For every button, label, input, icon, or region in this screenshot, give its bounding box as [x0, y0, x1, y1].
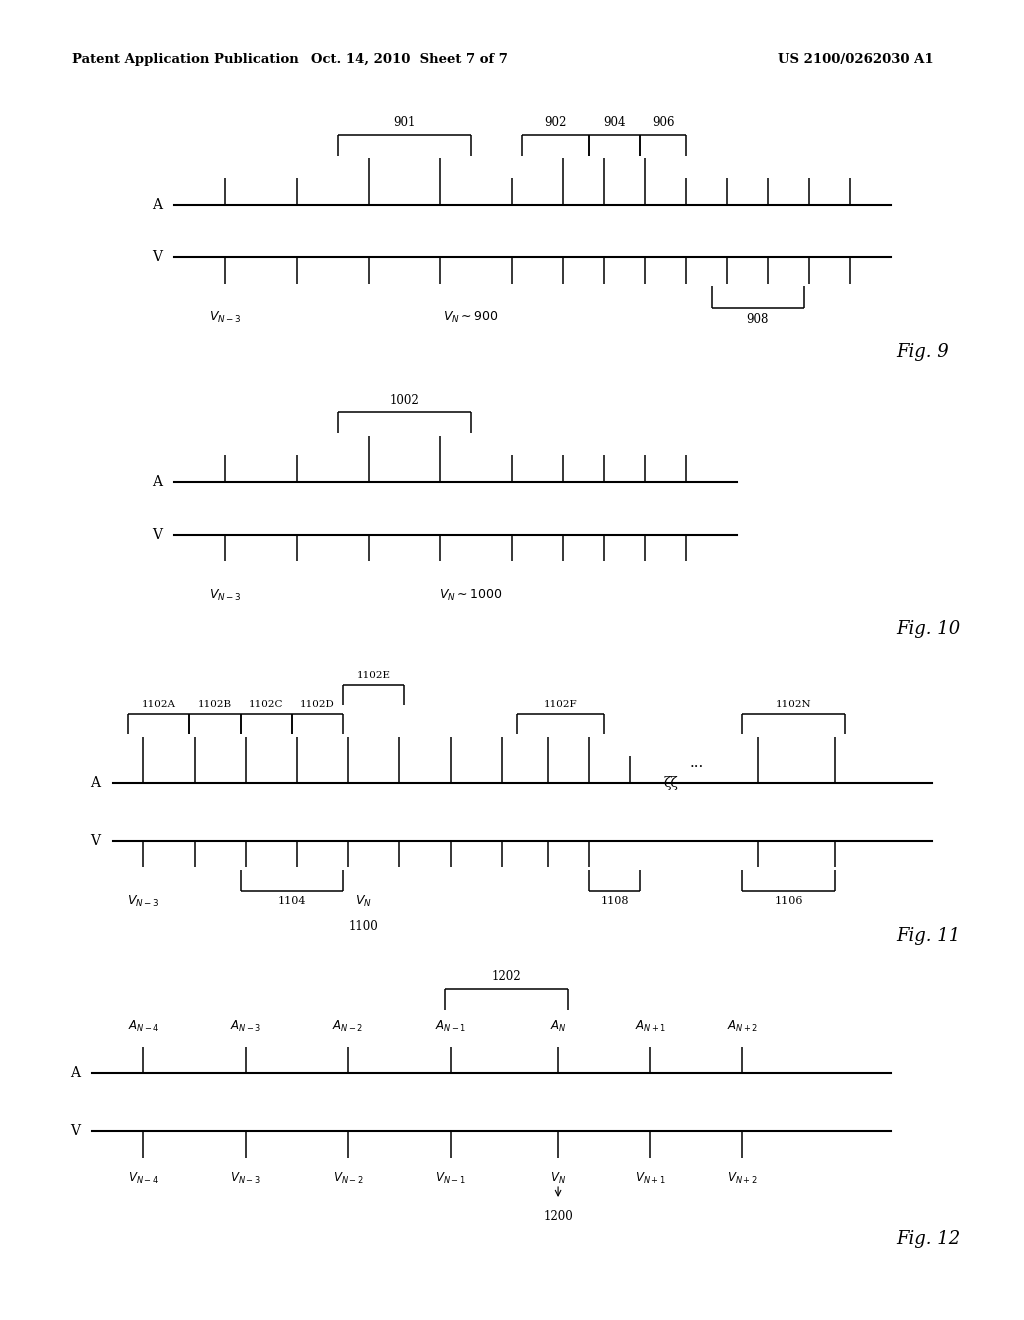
Text: $V_{N-3}$: $V_{N-3}$ [209, 587, 242, 602]
Text: Fig. 10: Fig. 10 [896, 620, 961, 639]
Text: ζζ: ζζ [664, 776, 678, 789]
Text: 1106: 1106 [774, 896, 803, 907]
Text: V: V [152, 251, 162, 264]
Text: A: A [70, 1067, 80, 1080]
Text: 1108: 1108 [600, 896, 629, 907]
Text: $V_N$: $V_N$ [550, 1171, 566, 1185]
Text: 1200: 1200 [543, 1210, 573, 1224]
Text: 1102D: 1102D [300, 700, 335, 709]
Text: $A_N$: $A_N$ [550, 1019, 566, 1034]
Text: 1202: 1202 [493, 970, 521, 983]
Text: V: V [152, 528, 162, 541]
Text: $A_{N-1}$: $A_{N-1}$ [435, 1019, 466, 1034]
Text: $A_{N-3}$: $A_{N-3}$ [230, 1019, 261, 1034]
Text: $V_{N-3}$: $V_{N-3}$ [209, 310, 242, 325]
Text: Fig. 12: Fig. 12 [896, 1230, 961, 1249]
Text: $V_{N-3}$: $V_{N-3}$ [230, 1171, 261, 1185]
Text: Fig. 9: Fig. 9 [896, 343, 949, 362]
Text: Patent Application Publication: Patent Application Publication [72, 53, 298, 66]
Text: $A_{N+2}$: $A_{N+2}$ [727, 1019, 758, 1034]
Text: $V_{N-3}$: $V_{N-3}$ [127, 894, 160, 908]
Text: $V_{N-2}$: $V_{N-2}$ [333, 1171, 364, 1185]
Text: 1002: 1002 [389, 393, 420, 407]
Text: $V_{N+2}$: $V_{N+2}$ [727, 1171, 758, 1185]
Text: $A_{N-4}$: $A_{N-4}$ [128, 1019, 159, 1034]
Text: V: V [70, 1125, 80, 1138]
Text: 1102E: 1102E [356, 671, 391, 680]
Text: A: A [152, 198, 162, 211]
Text: 1102F: 1102F [544, 700, 578, 709]
Text: $V_N$: $V_N$ [355, 894, 372, 908]
Text: 1102N: 1102N [776, 700, 811, 709]
Text: 1102B: 1102B [198, 700, 232, 709]
Text: US 2100/0262030 A1: US 2100/0262030 A1 [778, 53, 934, 66]
Text: 906: 906 [652, 116, 674, 129]
Text: A: A [90, 776, 100, 789]
Text: $A_{N-2}$: $A_{N-2}$ [333, 1019, 364, 1034]
Text: $V_N\sim1000$: $V_N\sim1000$ [439, 587, 503, 602]
Text: 901: 901 [393, 116, 416, 129]
Text: 1102C: 1102C [249, 700, 284, 709]
Text: 908: 908 [746, 313, 769, 326]
Text: V: V [90, 834, 100, 847]
Text: $V_N\sim900$: $V_N\sim900$ [443, 310, 499, 325]
Text: Oct. 14, 2010  Sheet 7 of 7: Oct. 14, 2010 Sheet 7 of 7 [311, 53, 508, 66]
Text: 1104: 1104 [278, 896, 306, 907]
Text: 902: 902 [545, 116, 566, 129]
Text: ...: ... [689, 756, 703, 770]
Text: $V_{N+1}$: $V_{N+1}$ [635, 1171, 666, 1185]
Text: $A_{N+1}$: $A_{N+1}$ [635, 1019, 666, 1034]
Text: 904: 904 [603, 116, 626, 129]
Text: $V_{N-1}$: $V_{N-1}$ [435, 1171, 466, 1185]
Text: 1102A: 1102A [141, 700, 176, 709]
Text: 1100: 1100 [348, 920, 379, 933]
Text: A: A [152, 475, 162, 488]
Text: $V_{N-4}$: $V_{N-4}$ [128, 1171, 159, 1185]
Text: Fig. 11: Fig. 11 [896, 927, 961, 945]
